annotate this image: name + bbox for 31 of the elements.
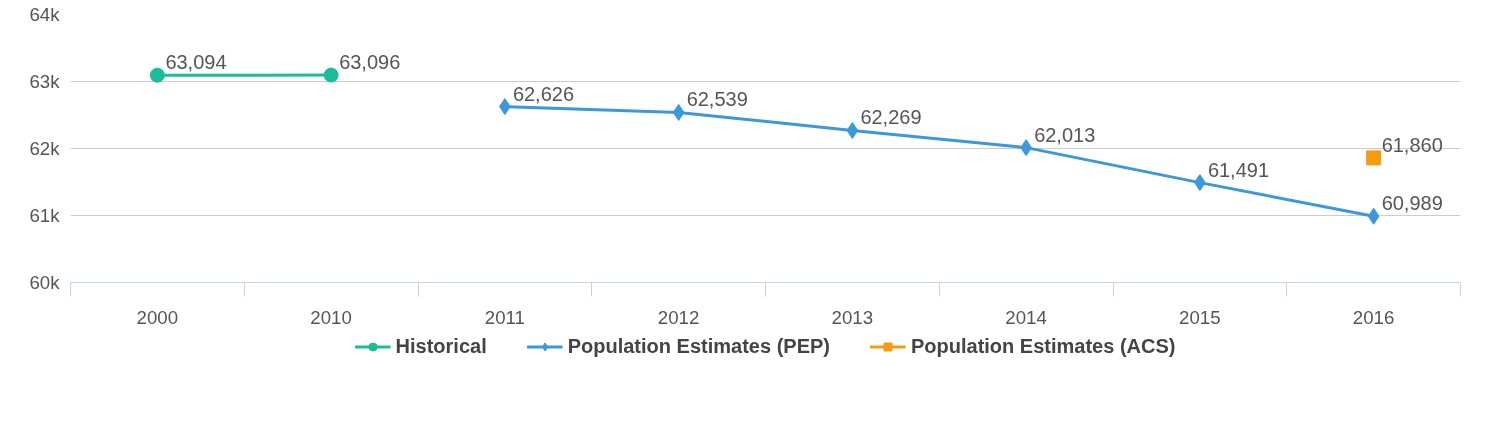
- y-tick-label: 61k: [29, 205, 61, 226]
- data-label: 62,013: [1034, 123, 1096, 146]
- x-tick-label: 2016: [1352, 306, 1395, 328]
- data-label: 61,860: [1381, 133, 1443, 156]
- point: [149, 67, 165, 83]
- y-tick-label: 63k: [29, 71, 61, 92]
- x-tick-label: 2000: [136, 306, 179, 328]
- x-tick-label: 2014: [1005, 306, 1047, 328]
- x-tick-label: 2013: [831, 306, 874, 328]
- data-label: 62,539: [686, 88, 748, 111]
- legend-label: Population Estimates (ACS): [910, 334, 1176, 358]
- data-label: 63,096: [339, 51, 401, 74]
- point: [1366, 150, 1382, 166]
- point: [672, 103, 685, 121]
- point: [1367, 207, 1380, 225]
- data-label: 60,989: [1381, 192, 1443, 215]
- legend-label: Historical: [395, 334, 487, 358]
- x-tick-label: 2010: [310, 306, 352, 328]
- x-tick-label: 2011: [484, 306, 525, 328]
- x-tick-label: 2015: [1179, 306, 1221, 328]
- y-tick-label: 60k: [29, 272, 61, 293]
- point: [846, 121, 859, 139]
- y-tick-label: 62k: [29, 138, 61, 159]
- data-label: 61,491: [1207, 158, 1270, 181]
- y-tick-label: 64k: [29, 4, 61, 25]
- data-label: 63,094: [165, 51, 227, 74]
- data-label: 62,269: [860, 106, 922, 129]
- x-tick-label: 2012: [657, 306, 700, 328]
- point: [323, 67, 339, 83]
- data-label: 62,626: [512, 82, 575, 105]
- legend-label: Population Estimates (PEP): [567, 334, 830, 358]
